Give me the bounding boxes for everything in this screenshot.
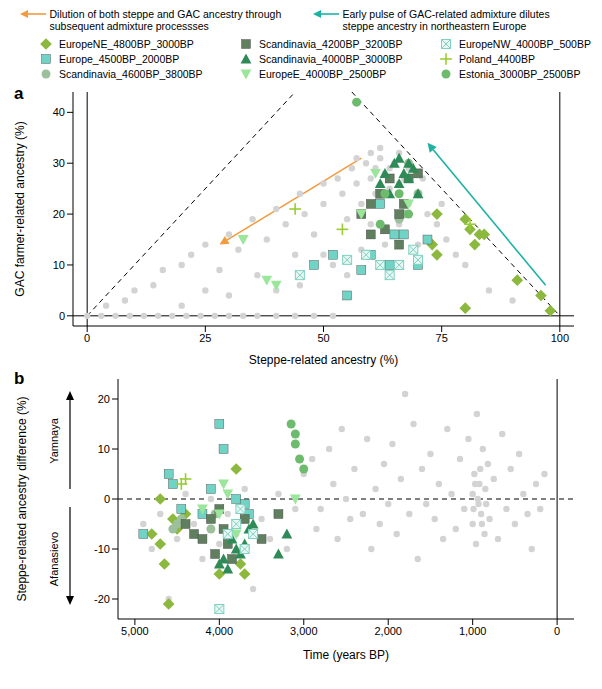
svg-text:Steppe-related ancestry (%): Steppe-related ancestry (%): [249, 353, 398, 367]
html-text:Scandinavia_4600BP_3800BP: Scandinavia_4600BP_3800BP: [59, 67, 203, 80]
svg-text:-20: -20: [94, 593, 110, 605]
svg-text:40: 40: [53, 106, 65, 118]
svg-text:0: 0: [554, 625, 560, 637]
svg-text:25: 25: [199, 332, 211, 344]
svg-text:5,000: 5,000: [121, 625, 149, 637]
svg-text:50: 50: [317, 332, 329, 344]
svg-text:75: 75: [436, 332, 448, 344]
html-text:Estonia_3000BP_2500BP: Estonia_3000BP_2500BP: [459, 67, 581, 80]
svg-text:0: 0: [104, 493, 110, 505]
svg-text:10: 10: [98, 443, 110, 455]
html-text:Scandinavia_4200BP_3200BP: Scandinavia_4200BP_3200BP: [259, 37, 403, 50]
svg-text:2,000: 2,000: [374, 625, 402, 637]
html-text:EuropeE_4000BP_2500BP: EuropeE_4000BP_2500BP: [259, 67, 387, 80]
html-text:b: b: [14, 369, 25, 388]
svg-text:Yamnaya: Yamnaya: [48, 417, 60, 464]
html-text:Dilution of both steppe and GA: Dilution of both steppe and GAC ancestry…: [49, 8, 282, 32]
svg-text:0: 0: [59, 310, 65, 322]
svg-text:-10: -10: [94, 543, 110, 555]
html-text:EuropeNW_4000BP_500BP: EuropeNW_4000BP_500BP: [459, 37, 591, 50]
svg-text:3,000: 3,000: [290, 625, 318, 637]
svg-text:Afanasievo: Afanasievo: [48, 532, 60, 586]
svg-text:4,000: 4,000: [206, 625, 234, 637]
svg-text:0: 0: [84, 332, 90, 344]
svg-text:1,000: 1,000: [459, 625, 487, 637]
html-text:EuropeNE_4800BP_3000BP: EuropeNE_4800BP_3000BP: [59, 37, 194, 50]
svg-text:30: 30: [53, 157, 65, 169]
svg-text:20: 20: [98, 393, 110, 405]
svg-text:Time (years BP): Time (years BP): [303, 648, 389, 662]
svg-text:GAC farmer-related ancestry (%: GAC farmer-related ancestry (%): [13, 121, 27, 296]
html-text:Scandinavia_4000BP_3000BP: Scandinavia_4000BP_3000BP: [259, 52, 403, 65]
html-text:a: a: [14, 84, 24, 103]
html-text:Early pulse of GAC-related adm: Early pulse of GAC-related admixture dil…: [342, 8, 550, 32]
html-text:Europe_4500BP_2000BP: Europe_4500BP_2000BP: [59, 52, 180, 65]
svg-text:10: 10: [53, 259, 65, 271]
svg-text:100: 100: [551, 332, 569, 344]
svg-text:20: 20: [53, 208, 65, 220]
svg-text:Steppe-related ancestry differ: Steppe-related ancestry difference (%): [15, 396, 29, 601]
html-text:Poland_4400BP: Poland_4400BP: [459, 52, 535, 65]
